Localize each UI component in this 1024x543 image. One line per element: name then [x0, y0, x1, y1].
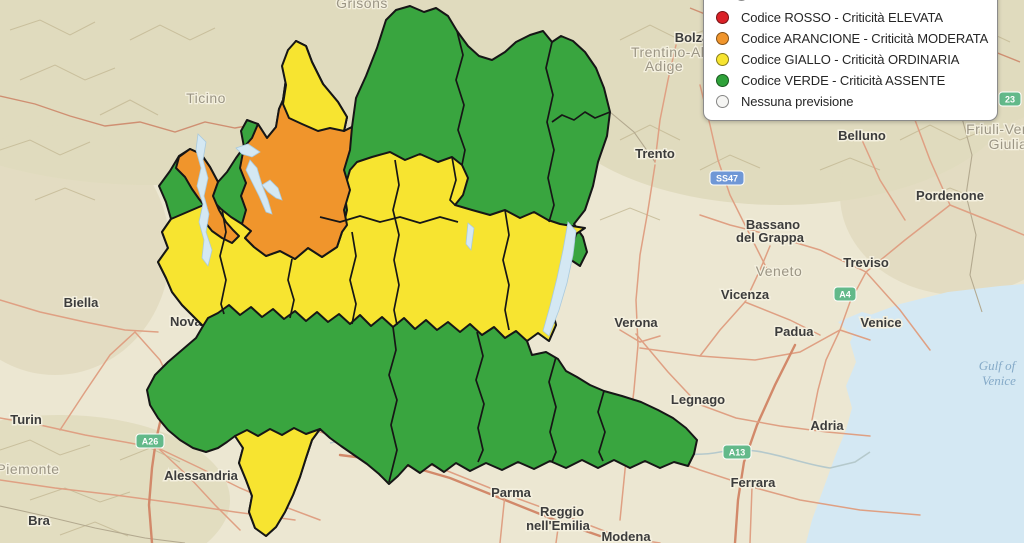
city-label: Modena [601, 529, 651, 543]
adriatic-sea [806, 284, 1024, 543]
region-label: Ticino [186, 90, 226, 106]
verde-dot [716, 74, 729, 87]
city-label: Pordenone [916, 188, 984, 203]
zone-internal-borders [219, 30, 611, 483]
city-label: Parma [491, 485, 532, 500]
lake-garda [542, 221, 577, 337]
svg-text:SS47: SS47 [716, 174, 738, 184]
region-label: Trentino-Alto [631, 44, 717, 60]
region-label: Adige [645, 58, 683, 74]
legend-item-label: Codice GIALLO - Criticità ORDINARIA [741, 52, 960, 67]
city-label: Reggio [540, 504, 584, 519]
alert-zone-valchiavenna-giallo[interactable] [281, 40, 348, 132]
water-label: Venice [982, 373, 1016, 388]
city-label: Padua [774, 324, 814, 339]
city-label: Verona [614, 315, 658, 330]
city-label: Belluno [838, 128, 886, 143]
city-label: Turin [10, 412, 42, 427]
lake-maggiore [195, 133, 213, 267]
rosso-dot [716, 11, 729, 24]
lakes [195, 133, 577, 337]
alert-zones [146, 5, 698, 537]
legend-item-label: Codice VERDE - Criticità ASSENTE [741, 73, 946, 88]
road-badge: A26 [135, 433, 165, 449]
city-label: nell'Emilia [526, 518, 591, 533]
legend-item-arancione: Codice ARANCIONE - Criticità MODERATA [716, 28, 989, 49]
lake-como [245, 159, 273, 215]
city-label: Vicenza [721, 287, 770, 302]
svg-text:A4: A4 [839, 290, 851, 300]
legend-item-label: Nessuna previsione [741, 94, 854, 109]
city-label: Bra [28, 513, 50, 528]
road-badge: 23 [998, 91, 1022, 107]
alert-legend: Codice ROSSO - Criticità ELEVATA Codice … [703, 0, 998, 121]
legend-clipped-dot [735, 0, 748, 1]
city-label: Venice [860, 315, 901, 330]
svg-text:A26: A26 [142, 437, 159, 447]
city-label: Legnago [671, 392, 725, 407]
city-label: Trento [635, 146, 675, 161]
giallo-dot [716, 53, 729, 66]
region-label: Giulia [989, 136, 1024, 152]
svg-text:A13: A13 [729, 448, 746, 458]
city-label: Biella [64, 295, 99, 310]
svg-text:23: 23 [1005, 95, 1015, 105]
legend-item-giallo: Codice GIALLO - Criticità ORDINARIA [716, 49, 989, 70]
legend-item-verde: Codice VERDE - Criticità ASSENTE [716, 70, 989, 91]
road-badge: A4 [833, 286, 857, 302]
alert-zone-oltrepo-giallo[interactable] [234, 427, 321, 537]
city-label: Ferrara [731, 475, 777, 490]
region-label: Piemonte [0, 461, 60, 477]
road-badge: SS47 [709, 170, 745, 186]
city-label: Bassano [746, 217, 800, 232]
legend-item-rosso: Codice ROSSO - Criticità ELEVATA [716, 7, 989, 28]
lake-lugano [235, 143, 261, 158]
city-label: Adria [810, 418, 844, 433]
lake-como-east-branch [261, 179, 283, 201]
water-label: Gulf of [979, 358, 1018, 373]
region-label: Veneto [756, 263, 803, 279]
city-label: Treviso [843, 255, 889, 270]
venice-lagoon [838, 308, 902, 340]
legend-item-label: Codice ROSSO - Criticità ELEVATA [741, 10, 943, 25]
arancione-dot [716, 32, 729, 45]
region-label: Friuli-Venezia [966, 121, 1024, 137]
city-label: del Grappa [736, 230, 805, 245]
legend-item-nessuna: Nessuna previsione [716, 91, 989, 112]
road-badge: A13 [722, 444, 752, 460]
road-badges: A26 A4 A13 23 SS47 [135, 91, 1022, 460]
region-label: Grisons [336, 0, 388, 11]
city-label: Alessandria [164, 468, 238, 483]
lake-iseo [465, 222, 475, 251]
legend-item-label: Codice ARANCIONE - Criticità MODERATA [741, 31, 989, 46]
nessuna-dot [716, 95, 729, 108]
